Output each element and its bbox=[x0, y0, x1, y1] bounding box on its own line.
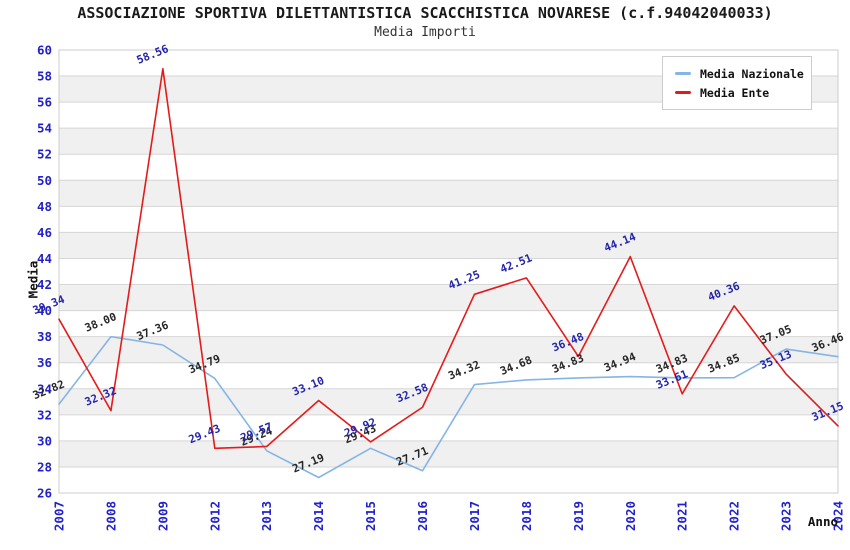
plot-band bbox=[59, 180, 838, 207]
series-line-media-ente bbox=[58, 67, 839, 450]
y-tick-label: 58 bbox=[37, 69, 52, 84]
y-tick-label: 28 bbox=[37, 459, 52, 474]
plot-band bbox=[59, 388, 838, 415]
plot-band bbox=[59, 128, 838, 155]
y-tick-label: 26 bbox=[37, 486, 52, 501]
x-tick-label: 2012 bbox=[207, 501, 222, 531]
x-tick-label: 2014 bbox=[311, 501, 326, 531]
x-tick-label: 2013 bbox=[259, 501, 274, 531]
x-tick-label: 2021 bbox=[675, 501, 690, 531]
data-label-media-nazionale: 38.00 bbox=[83, 310, 119, 334]
x-tick-label: 2019 bbox=[571, 501, 586, 531]
y-tick-label: 38 bbox=[37, 329, 52, 344]
legend: Media Nazionale Media Ente bbox=[662, 56, 812, 110]
legend-swatch-media-ente-icon bbox=[675, 91, 691, 94]
plot-band bbox=[59, 440, 838, 467]
y-tick-label: 30 bbox=[37, 433, 52, 448]
plot-band bbox=[59, 232, 838, 259]
series-line-media-nazionale bbox=[58, 335, 839, 479]
y-tick-label: 46 bbox=[37, 225, 52, 240]
x-tick-label: 2017 bbox=[467, 501, 482, 531]
y-tick-label: 54 bbox=[37, 121, 52, 136]
plot-border bbox=[58, 49, 839, 494]
y-tick-label: 44 bbox=[37, 251, 52, 266]
legend-label-media-ente: Media Ente bbox=[700, 85, 770, 100]
x-tick-label: 2007 bbox=[52, 501, 67, 531]
y-tick-label: 52 bbox=[37, 147, 52, 162]
y-tick-label: 36 bbox=[37, 355, 52, 370]
chart-title: ASSOCIAZIONE SPORTIVA DILETTANTISTICA SC… bbox=[77, 4, 773, 22]
x-axis-title: Anno bbox=[807, 514, 838, 529]
x-tick-label: 2016 bbox=[415, 501, 430, 531]
legend-label-media-nazionale: Media Nazionale bbox=[700, 66, 804, 81]
plot-band bbox=[59, 284, 838, 311]
chart-subtitle: Media Importi bbox=[374, 25, 476, 40]
y-tick-label: 56 bbox=[37, 95, 52, 110]
y-tick-label: 60 bbox=[37, 43, 52, 58]
legend-swatch-media-nazionale-icon bbox=[675, 72, 691, 75]
x-tick-label: 2009 bbox=[155, 501, 170, 531]
x-tick-label: 2008 bbox=[103, 501, 118, 531]
x-tick-label: 2024 bbox=[831, 501, 846, 531]
y-tick-label: 34 bbox=[37, 381, 52, 396]
y-tick-label: 50 bbox=[37, 173, 52, 188]
data-label-media-ente: 58.56 bbox=[135, 42, 171, 67]
y-tick-label: 42 bbox=[37, 277, 52, 292]
legend-item-media-nazionale: Media Nazionale bbox=[675, 64, 804, 83]
legend-item-media-ente: Media Ente bbox=[675, 83, 803, 102]
x-tick-label: 2020 bbox=[623, 501, 638, 531]
x-tick-label: 2018 bbox=[519, 501, 534, 531]
x-tick-label: 2022 bbox=[727, 501, 742, 531]
y-tick-label: 48 bbox=[37, 199, 52, 214]
y-tick-label: 40 bbox=[37, 303, 52, 318]
y-axis-title: Media bbox=[25, 260, 41, 299]
x-tick-label: 2015 bbox=[363, 501, 378, 531]
y-tick-label: 32 bbox=[37, 407, 52, 422]
x-tick-label: 2023 bbox=[779, 501, 794, 531]
